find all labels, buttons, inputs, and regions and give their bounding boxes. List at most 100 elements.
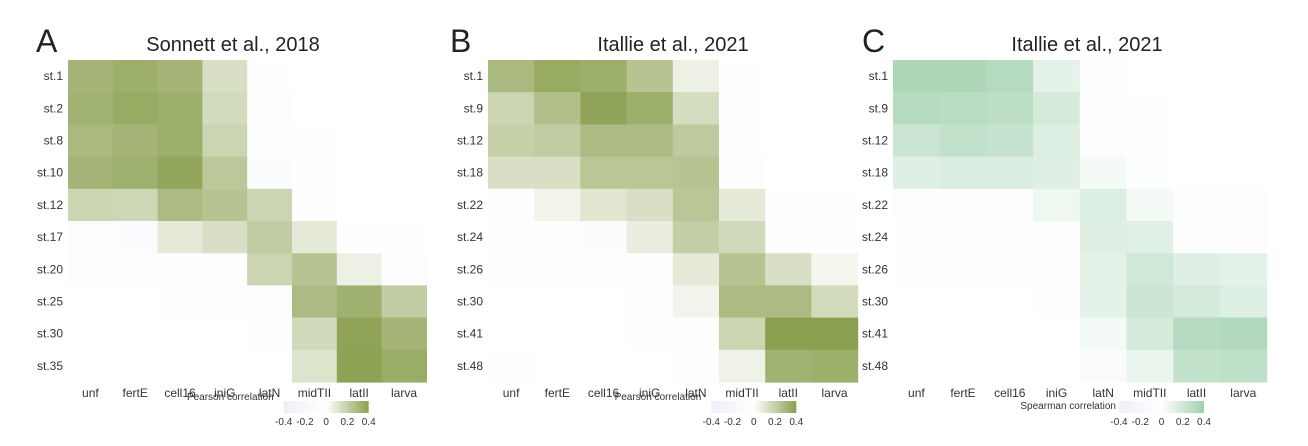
heatmap-cell [534,253,581,286]
heatmap-cell [765,317,812,351]
heatmap-cell [1033,253,1081,286]
colorbar-tick-label: 0 [751,417,757,428]
heatmap-cell [1126,317,1174,351]
heatmap-cell [292,124,338,158]
heatmap-cell [672,188,720,222]
heatmap-cell [381,253,427,286]
heatmap-cell [626,221,674,254]
heatmap-cell [202,156,248,190]
colorbar-tick-label: 0 [323,417,329,428]
heatmap-cell [939,92,987,125]
heatmap-cell [1219,124,1268,158]
heatmap-cell [68,188,114,222]
heatmap-cell [811,221,859,254]
heatmap-cell [202,349,248,383]
heatmap-cell [292,349,338,383]
heatmap-cell [112,317,159,351]
heatmap-cell [488,188,535,222]
heatmap-cell [811,285,859,319]
heatmap-cell [672,317,720,351]
x-tick-label: larva [1230,386,1256,400]
heatmap-cell [112,60,159,93]
heatmap-cell [247,349,293,383]
heatmap-cell [893,317,941,351]
heatmap-cell [157,285,203,319]
heatmap-cell [580,253,628,286]
heatmap-cell [202,124,248,158]
y-tick-label: st.22 [862,198,888,212]
heatmap-cell [68,253,114,286]
heatmap-cell [1033,92,1081,125]
colorbar-tick-label: -0.4 [703,417,721,428]
heatmap-cell [672,124,720,158]
heatmap-cell [893,253,941,286]
heatmap-cell [534,60,581,93]
heatmap-cell [534,317,581,351]
y-tick-label: st.2 [44,101,64,115]
heatmap-cell [381,285,427,319]
panel-letter: B [450,23,471,59]
heatmap-cell [112,92,159,125]
heatmap-cell [292,156,338,190]
heatmap-cell [719,253,766,286]
heatmap-cell [1033,285,1081,319]
heatmap-cell [247,221,293,254]
heatmap-cell [626,124,674,158]
heatmap-cell [1173,92,1221,125]
colorbar-tick-label: -0.2 [724,417,742,428]
heatmap-cell [1219,188,1268,222]
heatmap-cell [1173,349,1221,383]
x-tick-label: latII [350,386,369,400]
y-tick-label: st.12 [37,198,63,212]
heatmap-cell [1219,349,1268,383]
heatmap-cell [247,253,293,286]
heatmap-cell [939,253,987,286]
colorbar-tick-label: 0 [1159,417,1165,428]
heatmap-cell [1079,253,1128,286]
heatmap-cell [381,317,427,351]
heatmap-cell [336,221,383,254]
heatmap-cell [580,317,628,351]
heatmap-cell [811,253,859,286]
heatmap-cell [719,285,766,319]
colorbar-label: Spearman correlation [1020,401,1116,412]
heatmap-cell [939,124,987,158]
heatmap-cell [534,349,581,383]
heatmap-cell [202,317,248,351]
heatmap-cell [1033,124,1081,158]
heatmap-cell [1033,188,1081,222]
heatmap-cell [488,253,535,286]
colorbar-tick-label: -0.4 [275,417,293,428]
heatmap-cell [1173,221,1221,254]
heatmap-cell [1126,285,1174,319]
heatmap-cell [939,317,987,351]
heatmap-cell [1126,188,1174,222]
heatmap-cell [534,156,581,190]
heatmap-cell [893,60,941,93]
heatmap-cell [292,60,338,93]
heatmap-cell [202,221,248,254]
heatmap-cell [1079,188,1128,222]
heatmap-cell [893,349,941,383]
heatmap-cell [247,317,293,351]
heatmap-cell [336,92,383,125]
colorbar-tick-label: -0.2 [296,417,314,428]
heatmap-cell [381,349,427,383]
heatmap-cell [626,253,674,286]
heatmap-cell [765,156,812,190]
colorbar-tick-label: -0.4 [1110,417,1128,428]
x-tick-label: midTII [298,386,331,400]
heatmap-cell [1033,317,1081,351]
heatmap-cell [247,60,293,93]
heatmap-cell [1126,221,1174,254]
heatmap-cell [986,285,1034,319]
y-tick-label: st.24 [862,230,888,244]
x-tick-label: cell16 [994,386,1026,400]
panel-letter: A [36,23,58,59]
heatmap-cell [893,221,941,254]
heatmap-cell [626,349,674,383]
heatmap-cell [672,349,720,383]
x-tick-label: midTII [1133,386,1166,400]
heatmap-cell [719,60,766,93]
y-tick-label: st.12 [862,134,888,148]
